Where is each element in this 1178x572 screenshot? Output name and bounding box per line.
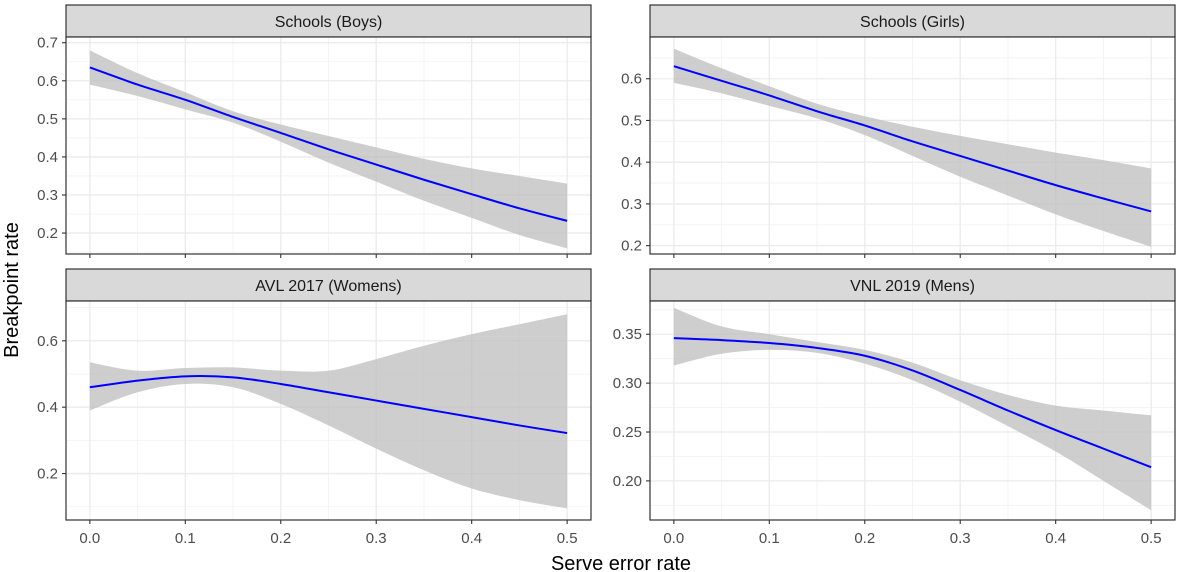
facet-strip-label: Schools (Boys) xyxy=(275,14,383,31)
panel-border xyxy=(649,300,1176,521)
y-tick-label: 0.3 xyxy=(621,196,642,213)
y-tick-label: 0.6 xyxy=(621,71,642,88)
x-tick-label: 0.2 xyxy=(270,530,291,547)
y-tick-label: 0.5 xyxy=(621,112,642,129)
x-tick-label: 0.5 xyxy=(1141,530,1162,547)
y-tick-label: 0.5 xyxy=(37,111,58,128)
panel-border xyxy=(65,300,592,521)
fitted-line xyxy=(89,375,568,435)
x-tick-label: 0.2 xyxy=(854,530,875,547)
y-tick-label: 0.7 xyxy=(37,35,58,52)
facet-strip xyxy=(649,4,1176,38)
y-tick-label: 0.25 xyxy=(613,424,642,441)
panel-border xyxy=(65,36,592,255)
fitted-line xyxy=(673,65,1152,213)
y-tick-label: 0.2 xyxy=(621,238,642,255)
x-tick-label: 0.3 xyxy=(950,530,971,547)
y-tick-label: 0.6 xyxy=(37,73,58,90)
facet-schools-girls: Schools (Girls) 0.2 0.3 0.4 0.5 0.6 xyxy=(621,4,1176,258)
facet-strip xyxy=(65,268,592,302)
x-tick-label: 0.1 xyxy=(175,530,196,547)
x-tick-label: 0.5 xyxy=(557,530,578,547)
y-tick-label: 0.4 xyxy=(37,149,58,166)
x-tick-label: 0.0 xyxy=(79,530,100,547)
facet-schools-boys: Schools (Boys) 0.2 0.3 0.4 0.5 0.6 0.7 xyxy=(37,4,592,258)
facet-avl-2017-womens: AVL 2017 (Womens) 0.2 0.4 0.6 0.0 0.1 0.2 0.3 0.… xyxy=(37,268,592,547)
y-tick-label: 0.4 xyxy=(621,154,642,171)
y-axis-title: Breakpoint rate xyxy=(1,222,23,358)
y-tick-label: 0.6 xyxy=(37,333,58,350)
facet-strip-label: AVL 2017 (Womens) xyxy=(255,278,401,295)
y-tick-label: 0.30 xyxy=(613,375,642,392)
confidence-ribbon xyxy=(673,307,1152,511)
x-axis-title: Serve error rate xyxy=(551,553,691,572)
y-tick-label: 0.3 xyxy=(37,187,58,204)
x-tick-label: 0.4 xyxy=(1045,530,1066,547)
facet-strip xyxy=(649,268,1176,302)
facet-strip xyxy=(65,4,592,38)
x-tick-label: 0.4 xyxy=(461,530,482,547)
y-tick-label: 0.2 xyxy=(37,466,58,483)
facet-strip-label: VNL 2019 (Mens) xyxy=(850,278,975,295)
confidence-ribbon xyxy=(673,48,1152,247)
x-tick-label: 0.0 xyxy=(663,530,684,547)
y-tick-label: 0.4 xyxy=(37,399,58,416)
y-tick-label: 0.35 xyxy=(613,326,642,343)
x-tick-label: 0.1 xyxy=(759,530,780,547)
fitted-line xyxy=(89,66,568,222)
y-tick-label: 0.20 xyxy=(613,473,642,490)
facet-vnl-2019-mens: VNL 2019 (Mens) 0.20 0.25 0.30 0.35 0.0 0.1 0.2… xyxy=(613,268,1176,547)
panel-border xyxy=(649,36,1176,255)
x-tick-label: 0.3 xyxy=(366,530,387,547)
fitted-line xyxy=(673,337,1152,469)
confidence-ribbon xyxy=(89,314,568,509)
facet-strip-label: Schools (Girls) xyxy=(860,14,965,31)
y-tick-label: 0.2 xyxy=(37,225,58,242)
